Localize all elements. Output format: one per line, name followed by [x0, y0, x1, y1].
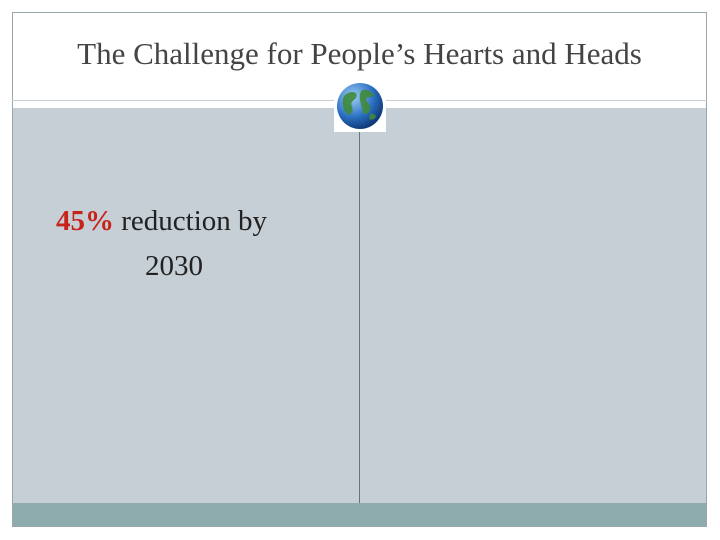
- globe-icon: [334, 80, 386, 132]
- body-text: 45% reduction by: [56, 205, 267, 238]
- footer-bar: [13, 503, 707, 526]
- divider-line: [359, 100, 360, 503]
- slide-frame: [12, 12, 707, 527]
- slide-title: The Challenge for People’s Hearts and He…: [77, 36, 642, 71]
- body-text-line: reduction by: [121, 205, 268, 237]
- highlight-number: 45%: [56, 205, 114, 237]
- content-panel: [13, 108, 707, 503]
- body-text-line: 2030: [145, 250, 203, 282]
